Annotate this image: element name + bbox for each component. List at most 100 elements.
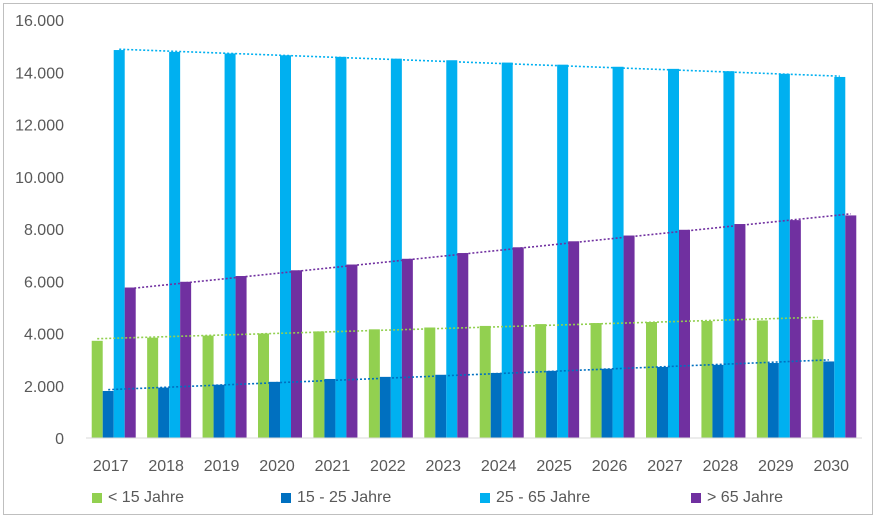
legend-swatch [92,493,102,503]
bar [158,387,170,438]
legend-label: > 65 Jahre [707,489,784,506]
bar [313,331,325,438]
bar [446,60,458,439]
bar [823,361,835,438]
bar [401,258,413,438]
bar [113,50,125,438]
trendlines [97,48,851,391]
bar [457,253,469,438]
bar [235,276,247,438]
legend-swatch [480,493,490,503]
legend-label: 15 - 25 Jahre [297,489,392,506]
legend: < 15 Jahre 15 - 25 Jahre 25 - 65 Jahre > 65… [0,489,878,515]
y-axis: 0 2.000 4.000 6.000 8.000 10.000 12.000 14.000 1… [15,13,64,448]
legend-label: < 15 Jahre [108,489,185,506]
bar [269,381,280,438]
bar [845,215,857,438]
bar [224,53,236,438]
bar [546,370,558,438]
x-tick-label: 2029 [758,458,794,475]
bar [679,229,690,438]
legend-item: < 15 Jahre [92,489,184,507]
bar [701,320,713,438]
x-tick-label: 2025 [536,458,572,475]
bar [213,384,225,438]
bar [368,329,380,438]
y-tick-label: 2.000 [24,379,64,396]
y-tick-label: 12.000 [15,118,64,135]
y-tick-label: 10.000 [15,170,64,187]
x-tick-label: 2019 [204,458,240,475]
bar [590,323,602,438]
bar [91,340,103,438]
bar [435,374,447,438]
bar [557,64,569,438]
legend-swatch [281,493,291,503]
bar [346,264,358,438]
bar [612,66,624,439]
x-tick-label: 2030 [813,458,849,475]
trendline [130,213,851,290]
bar [479,325,491,438]
bars [91,50,857,439]
y-tick-label: 4.000 [24,327,64,344]
trendline [119,48,840,77]
bar [102,390,114,438]
bar [501,62,513,439]
bar [258,333,269,438]
bar [723,71,735,438]
legend-swatch [691,493,701,503]
bar [712,364,724,438]
bar [424,327,436,438]
x-tick-label: 2024 [481,458,517,475]
bar [291,270,302,438]
y-tick-label: 8.000 [24,222,64,239]
bar [169,51,181,439]
bar [812,319,824,438]
bar [657,366,668,438]
bar [335,56,347,439]
bar [601,368,613,438]
bar [535,324,547,438]
bar [124,287,136,438]
trendline [108,359,829,391]
x-tick-label: 2021 [315,458,351,475]
bar [280,55,291,439]
x-tick-label: 2023 [425,458,461,475]
y-tick-label: 14.000 [15,65,64,82]
chart: 0 2.000 4.000 6.000 8.000 10.000 12.000 14.000 1… [15,13,862,475]
x-tick-label: 2018 [148,458,184,475]
bar [646,322,657,438]
y-tick-label: 6.000 [24,274,64,291]
bar [390,58,402,438]
bar [734,224,746,438]
bar [789,220,801,438]
bar [180,281,192,438]
x-tick-label: 2028 [703,458,739,475]
bar [778,73,790,438]
legend-item: 15 - 25 Jahre [281,489,391,507]
legend-item: > 65 Jahre [691,489,783,507]
x-tick-label: 2020 [259,458,295,475]
y-tick-label: 16.000 [15,13,64,30]
bar [623,235,635,438]
bar [568,241,580,438]
trendline [97,316,818,340]
bar [756,320,768,438]
x-tick-label: 2017 [93,458,129,475]
bar [834,76,846,438]
bar [767,363,779,438]
y-tick-label: 0 [55,431,64,448]
x-tick-label: 2026 [592,458,628,475]
bar [202,335,214,438]
x-axis: 2017 2018 2019 2020 2021 2022 2023 2024 2025 2026… [86,437,862,475]
legend-label: 25 - 65 Jahre [496,489,591,506]
legend-item: 25 - 65 Jahre [480,489,590,507]
x-tick-label: 2027 [647,458,683,475]
x-tick-label: 2022 [370,458,406,475]
bar [512,247,524,438]
bar [324,378,336,438]
bar [668,68,679,438]
bar [490,372,502,438]
bar [379,376,391,438]
